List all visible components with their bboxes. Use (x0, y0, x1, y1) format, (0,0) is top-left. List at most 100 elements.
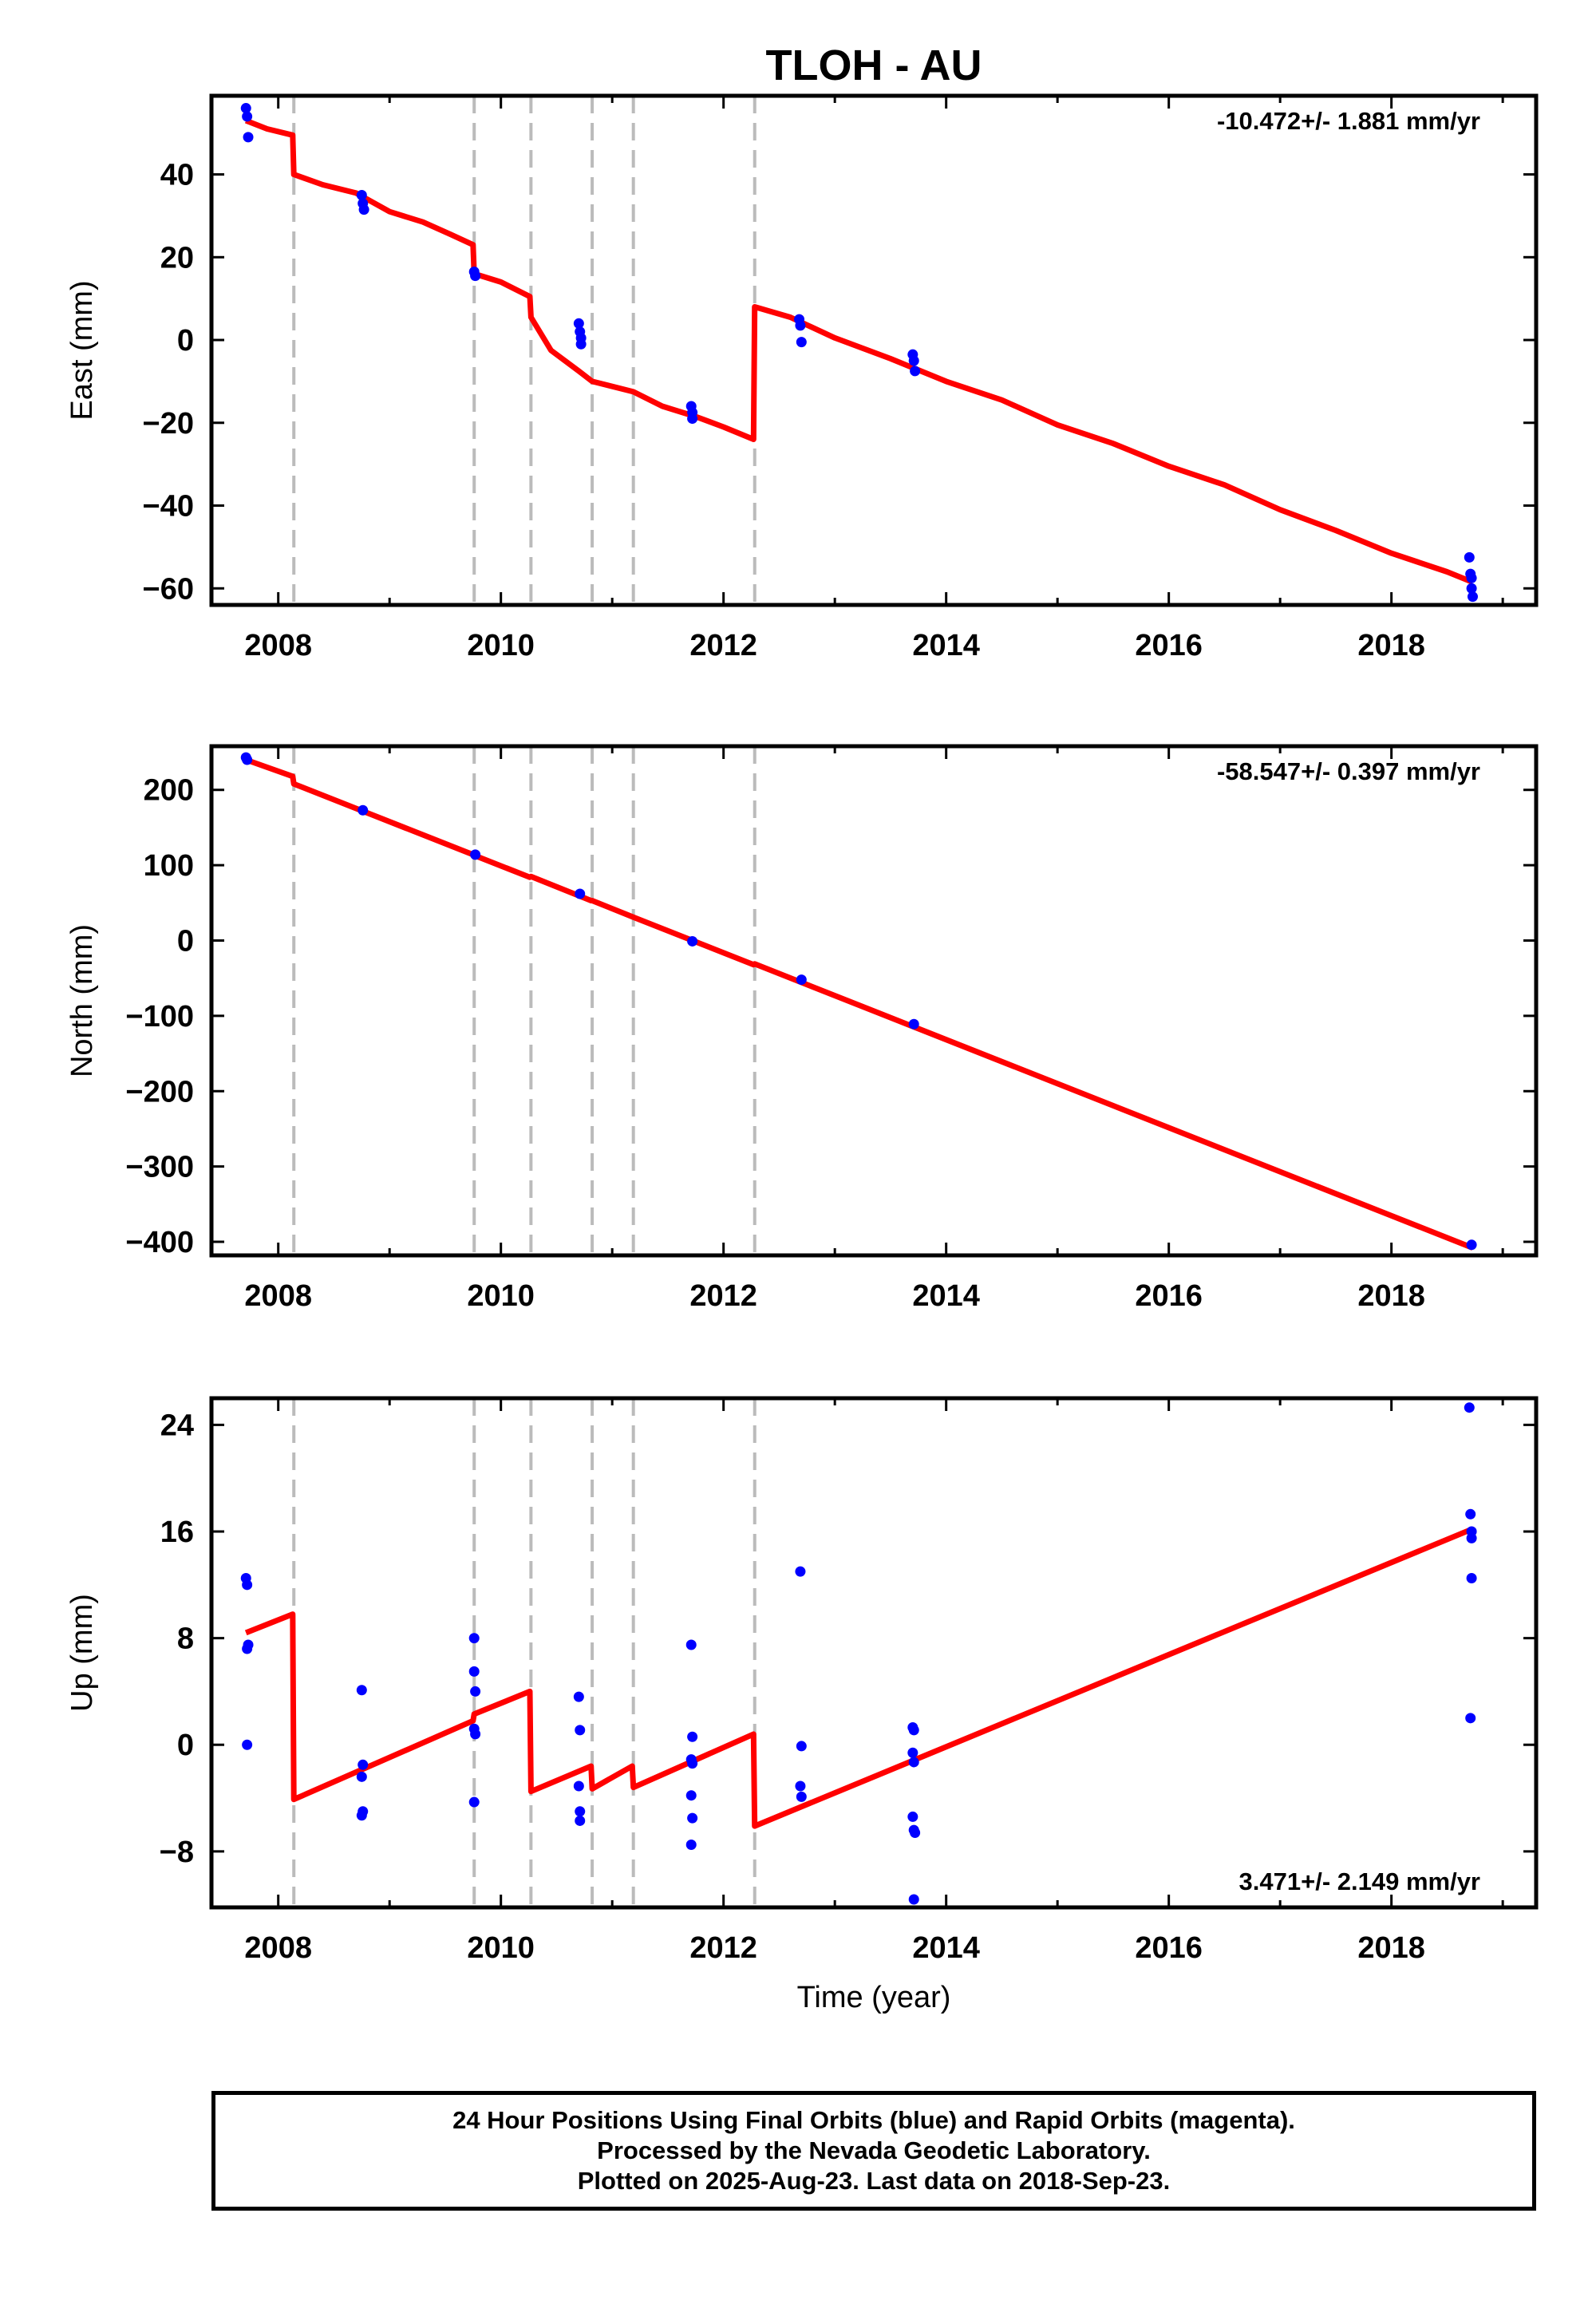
data-point (575, 888, 586, 899)
data-point (470, 1686, 481, 1697)
data-point (242, 1739, 253, 1750)
y-axis-label: East (mm) (65, 280, 99, 420)
x-tick-label: 2010 (467, 1279, 535, 1313)
y-tick-label: −40 (143, 490, 194, 524)
data-point (1465, 1713, 1476, 1724)
velocity-label: -58.547+/- 0.397 mm/yr (1217, 757, 1480, 785)
footer-line-2: Processed by the Nevada Geodetic Laborat… (597, 2136, 1151, 2164)
x-tick-label: 2018 (1357, 1931, 1425, 1965)
x-tick-label: 2016 (1135, 1931, 1203, 1965)
data-point (358, 804, 369, 816)
data-point (470, 271, 481, 282)
y-tick-label: 24 (160, 1409, 194, 1442)
model-line (245, 757, 1474, 1251)
footer-line-3: Plotted on 2025-Aug-23. Last data on 201… (577, 2167, 1171, 2195)
data-point (908, 1894, 919, 1905)
x-tick-label: 2016 (1135, 629, 1203, 662)
y-tick-label: −200 (125, 1075, 194, 1109)
velocity-label: 3.471+/- 2.149 mm/yr (1239, 1867, 1480, 1895)
y-tick-label: 0 (177, 324, 194, 358)
x-axis-label: Time (year) (797, 1981, 951, 2014)
data-point (685, 1639, 697, 1650)
x-tick-label: 2012 (689, 629, 757, 662)
data-point (796, 1791, 807, 1802)
y-tick-label: 16 (160, 1516, 194, 1549)
data-point (356, 189, 367, 200)
data-point (908, 1757, 919, 1768)
x-tick-label: 2018 (1357, 1279, 1425, 1313)
data-point (687, 1758, 698, 1769)
data-point (1465, 1508, 1476, 1520)
data-point (573, 318, 584, 329)
data-point (468, 1633, 480, 1644)
data-point (242, 1643, 253, 1654)
x-tick-label: 2018 (1357, 629, 1425, 662)
y-tick-label: −8 (160, 1836, 194, 1869)
y-axis-label: Up (mm) (65, 1594, 99, 1712)
panel-north: 2008 2010 2012 2014 2016 2018 200 100 0 −100 −200 −… (65, 744, 1539, 1313)
data-point (687, 1812, 698, 1824)
x-tick-label: 2008 (244, 1931, 312, 1965)
footer-note-box: 24 Hour Positions Using Final Orbits (bl… (211, 2091, 1536, 2211)
data-point (908, 355, 919, 366)
panel-frame (209, 1396, 1539, 1910)
x-tick-label: 2008 (244, 629, 312, 662)
y-tick-label: −400 (125, 1226, 194, 1259)
data-point (910, 366, 921, 377)
x-tick-label: 2014 (912, 1931, 980, 1965)
data-point (470, 1729, 481, 1740)
x-tick-label: 2010 (467, 1931, 535, 1965)
data-point (1466, 572, 1477, 583)
data-point (1466, 1239, 1477, 1251)
data-point (575, 1806, 586, 1817)
chart-title: TLOH - AU (766, 41, 982, 89)
data-point (468, 1666, 480, 1677)
data-point (240, 103, 251, 114)
data-point (1466, 583, 1477, 594)
data-point (907, 1811, 918, 1822)
data-point (795, 1566, 806, 1577)
data-point (907, 1747, 918, 1758)
data-point (1464, 1402, 1475, 1413)
data-point (685, 1840, 697, 1851)
y-axis-label: North (mm) (65, 924, 99, 1077)
data-point (356, 1685, 367, 1696)
data-point (358, 204, 369, 215)
y-tick-label: 20 (160, 241, 194, 275)
data-point (575, 1725, 586, 1736)
data-point (687, 1731, 698, 1742)
data-point (575, 1815, 586, 1826)
y-tick-label: 8 (177, 1622, 194, 1656)
data-point (1467, 591, 1478, 603)
data-point (687, 413, 698, 425)
y-tick-label: 0 (177, 1729, 194, 1762)
data-point (1466, 1572, 1477, 1583)
data-point (795, 320, 806, 331)
data-point (575, 338, 587, 350)
x-tick-label: 2010 (467, 629, 535, 662)
x-tick-label: 2012 (689, 1931, 757, 1965)
panel-east: 2008 2010 2012 2014 2016 2018 40 20 0 −20 −40 −60 -1… (65, 93, 1539, 662)
data-point (910, 1827, 921, 1838)
data-point (356, 1810, 367, 1821)
model-line (244, 117, 1474, 585)
data-point (1464, 551, 1475, 563)
data-point (242, 1579, 253, 1591)
data-point (242, 111, 253, 122)
panel-frame (209, 744, 1539, 1258)
data-point (795, 1780, 806, 1792)
data-point (356, 1771, 367, 1782)
data-point (573, 1691, 584, 1702)
y-tick-label: −20 (143, 407, 194, 441)
data-point (796, 337, 807, 348)
data-point (796, 974, 807, 986)
footer-line-1: 24 Hour Positions Using Final Orbits (bl… (452, 2106, 1295, 2134)
data-point (243, 132, 254, 143)
data-point (1466, 1532, 1477, 1543)
model-line (244, 1526, 1474, 1829)
data-point (573, 1780, 584, 1792)
y-tick-label: 100 (144, 849, 194, 883)
data-point (685, 1790, 697, 1801)
panel-frame (209, 93, 1539, 607)
x-tick-label: 2016 (1135, 1279, 1203, 1313)
